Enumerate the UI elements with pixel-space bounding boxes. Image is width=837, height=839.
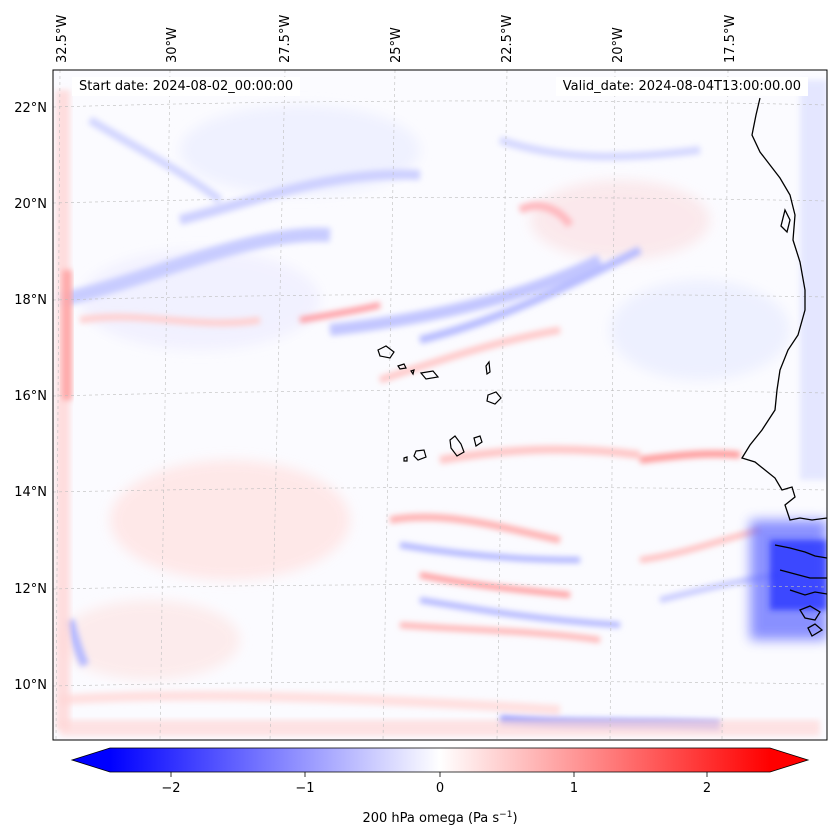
lat-tick-label: 14°N: [14, 485, 47, 500]
colorbar: −2 −1 0 1 2 200 hPa omega (Pa s−1): [70, 747, 810, 826]
colorbar-high-extend: [770, 748, 808, 772]
lon-tick-label: 30°W: [165, 27, 180, 63]
lat-tick-label: 10°N: [14, 678, 47, 693]
lon-tick-label: 25°W: [389, 27, 404, 63]
lon-tick-label: 20°W: [611, 27, 626, 63]
lat-tick-label: 22°N: [14, 101, 47, 116]
colorbar-gradient: [110, 748, 770, 772]
cape-verde-islands: [377, 345, 502, 462]
omega-field: [53, 70, 827, 740]
lat-tick-label: 16°N: [14, 389, 47, 404]
lat-tick-label: 18°N: [14, 293, 47, 308]
longitude-axis: 32.5°W 30°W 27.5°W 25°W 22.5°W 20°W 17.5…: [55, 15, 738, 63]
colorbar-tick-label: 1: [570, 781, 578, 796]
lon-tick-label: 22.5°W: [500, 15, 515, 63]
latitude-axis: 22°N 20°N 18°N 16°N 14°N 12°N 10°N: [14, 101, 47, 693]
colorbar-tick-label: 0: [436, 781, 444, 796]
lon-tick-label: 17.5°W: [723, 15, 738, 63]
colorbar-label: 200 hPa omega (Pa s−1): [362, 810, 517, 826]
graticule: [53, 70, 827, 740]
colorbar-tick-label: 2: [703, 781, 711, 796]
lon-tick-label: 27.5°W: [278, 15, 293, 63]
valid-date-label: Valid_date: 2024-08-04T13:00:00.00: [555, 77, 808, 96]
colorbar-tick-label: −2: [161, 781, 180, 796]
lat-tick-label: 12°N: [14, 582, 47, 597]
start-date-label: Start date: 2024-08-02_00:00:00: [72, 77, 301, 96]
lat-tick-label: 20°N: [14, 197, 47, 212]
coastline: [741, 97, 827, 637]
map-frame: [52, 69, 828, 741]
colorbar-tick-label: −1: [295, 781, 314, 796]
colorbar-low-extend: [72, 748, 110, 772]
lon-tick-label: 32.5°W: [55, 15, 70, 63]
